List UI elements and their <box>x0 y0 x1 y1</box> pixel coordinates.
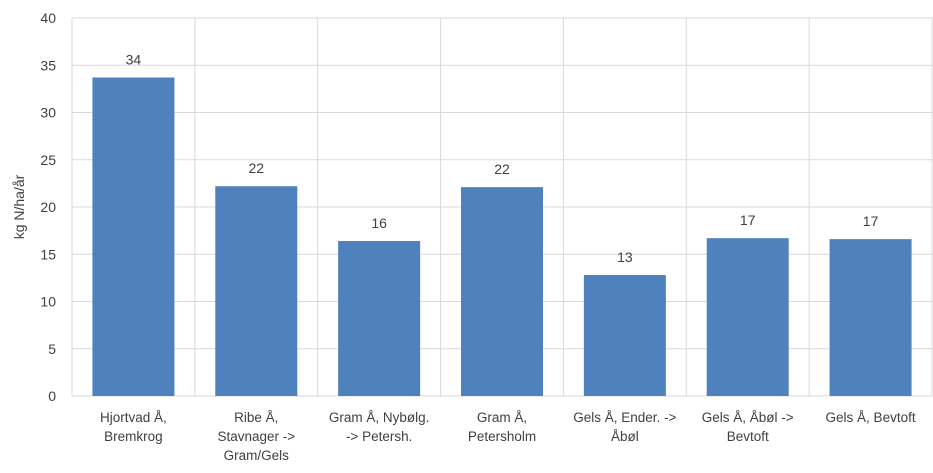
category-label-6: Gels Å, Åbøl -> Bevtoft <box>702 410 794 444</box>
y-tick-label-25: 25 <box>40 152 56 168</box>
data-label-4: 22 <box>494 161 510 177</box>
y-tick-label-30: 30 <box>40 105 56 121</box>
y-axis-title: kg N/ha/år <box>11 174 27 239</box>
category-label-2: Ribe Å, Stavnager -> Gram/Gels <box>217 410 295 463</box>
data-label-5: 13 <box>617 249 633 265</box>
data-labels: 34 22 16 22 13 17 17 <box>126 52 879 266</box>
y-tick-label-5: 5 <box>48 341 56 357</box>
y-tick-label-10: 10 <box>40 294 56 310</box>
bars <box>92 77 912 396</box>
bar-4 <box>461 187 543 396</box>
x-axis-category-labels: Hjortvad Å, Bremkrog Ribe Å, Stavnager -> Gr… <box>100 410 916 463</box>
data-label-1: 34 <box>126 52 142 68</box>
category-label-4: Gram Å, Petersholm <box>468 410 536 444</box>
data-label-2: 22 <box>248 160 264 176</box>
bar-7 <box>829 239 912 396</box>
data-label-7: 17 <box>863 213 879 229</box>
y-tick-label-40: 40 <box>40 10 56 26</box>
y-axis-tick-labels: 0 5 10 15 20 25 30 35 40 <box>40 10 56 404</box>
category-label-7: Gels Å, Bevtoft <box>826 410 916 425</box>
bar-5 <box>583 275 666 396</box>
data-label-3: 16 <box>371 215 387 231</box>
category-label-5: Gels Å, Ender. -> Åbøl <box>573 410 676 444</box>
y-tick-label-20: 20 <box>40 199 56 215</box>
bar-2 <box>215 186 298 396</box>
y-tick-label-15: 15 <box>40 246 56 262</box>
bar-3 <box>338 241 421 396</box>
y-tick-label-35: 35 <box>40 57 56 73</box>
data-label-6: 17 <box>740 212 756 228</box>
bar-6 <box>706 238 789 396</box>
category-label-1: Hjortvad Å, Bremkrog <box>100 410 167 444</box>
bar-1 <box>92 77 175 396</box>
category-label-3: Gram Å, Nybølg. -> Petersh. <box>329 410 430 444</box>
y-tick-label-0: 0 <box>48 388 56 404</box>
